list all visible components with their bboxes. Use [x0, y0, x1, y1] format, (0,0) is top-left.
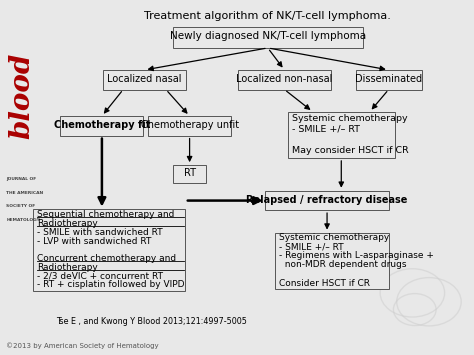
Text: - SMILE +/– RT: - SMILE +/– RT	[292, 125, 360, 133]
Text: Relapsed / refractory disease: Relapsed / refractory disease	[246, 195, 408, 205]
Text: Disseminated: Disseminated	[355, 74, 422, 84]
FancyBboxPatch shape	[33, 209, 185, 291]
Text: JOURNAL OF: JOURNAL OF	[6, 177, 36, 181]
Text: Concurrent chemotherapy and: Concurrent chemotherapy and	[37, 254, 176, 263]
Text: non-MDR dependent drugs: non-MDR dependent drugs	[279, 261, 406, 269]
Text: RT: RT	[183, 168, 196, 178]
Text: SOCIETY OF: SOCIETY OF	[6, 204, 35, 208]
Text: Sequential chemotherapy and: Sequential chemotherapy and	[37, 210, 174, 219]
FancyBboxPatch shape	[173, 165, 206, 183]
Text: Radiotherapy: Radiotherapy	[37, 263, 98, 272]
Text: - SMILE with sandwiched RT: - SMILE with sandwiched RT	[37, 228, 163, 237]
Text: HEMATOLOGY: HEMATOLOGY	[6, 218, 40, 222]
Text: ©2013 by American Society of Hematology: ©2013 by American Society of Hematology	[6, 343, 159, 349]
Text: May consider HSCT if CR: May consider HSCT if CR	[292, 146, 409, 155]
Text: Chemotherapy unfit: Chemotherapy unfit	[140, 120, 239, 130]
Text: - LVP with sandwiched RT: - LVP with sandwiched RT	[37, 236, 151, 246]
Text: Tse E , and Kwong Y Blood 2013;121:4997-5005: Tse E , and Kwong Y Blood 2013;121:4997-…	[56, 317, 247, 326]
Text: Systemic chemotherapy: Systemic chemotherapy	[279, 234, 389, 242]
Text: Chemotherapy fit: Chemotherapy fit	[54, 120, 150, 130]
Text: Radiotherapy: Radiotherapy	[37, 219, 98, 228]
FancyBboxPatch shape	[275, 233, 389, 289]
FancyBboxPatch shape	[148, 116, 231, 136]
Text: Consider HSCT if CR: Consider HSCT if CR	[279, 279, 370, 288]
Text: - RT + cisplatin followed by VIPD: - RT + cisplatin followed by VIPD	[37, 280, 184, 289]
Text: - Regimens with L-asparaginase +: - Regimens with L-asparaginase +	[279, 251, 434, 261]
Text: - 2/3 deVIC + concurrent RT: - 2/3 deVIC + concurrent RT	[37, 272, 163, 281]
FancyBboxPatch shape	[61, 116, 143, 136]
Text: Treatment algorithm of NK/T-cell lymphoma.: Treatment algorithm of NK/T-cell lymphom…	[145, 11, 391, 21]
Text: Newly diagnosed NK/T-cell lymphoma: Newly diagnosed NK/T-cell lymphoma	[170, 32, 366, 42]
Text: - SMILE +/– RT: - SMILE +/– RT	[279, 242, 343, 251]
FancyBboxPatch shape	[238, 70, 331, 89]
Text: Localized nasal: Localized nasal	[107, 74, 182, 84]
FancyBboxPatch shape	[356, 70, 422, 89]
Text: blood: blood	[8, 53, 35, 139]
FancyBboxPatch shape	[173, 27, 363, 48]
FancyBboxPatch shape	[265, 191, 389, 210]
Text: THE AMERICAN: THE AMERICAN	[6, 191, 43, 195]
Text: Systemic chemotherapy: Systemic chemotherapy	[292, 114, 407, 123]
Text: Localized non-nasal: Localized non-nasal	[236, 74, 333, 84]
FancyBboxPatch shape	[103, 70, 186, 89]
FancyBboxPatch shape	[288, 112, 394, 158]
